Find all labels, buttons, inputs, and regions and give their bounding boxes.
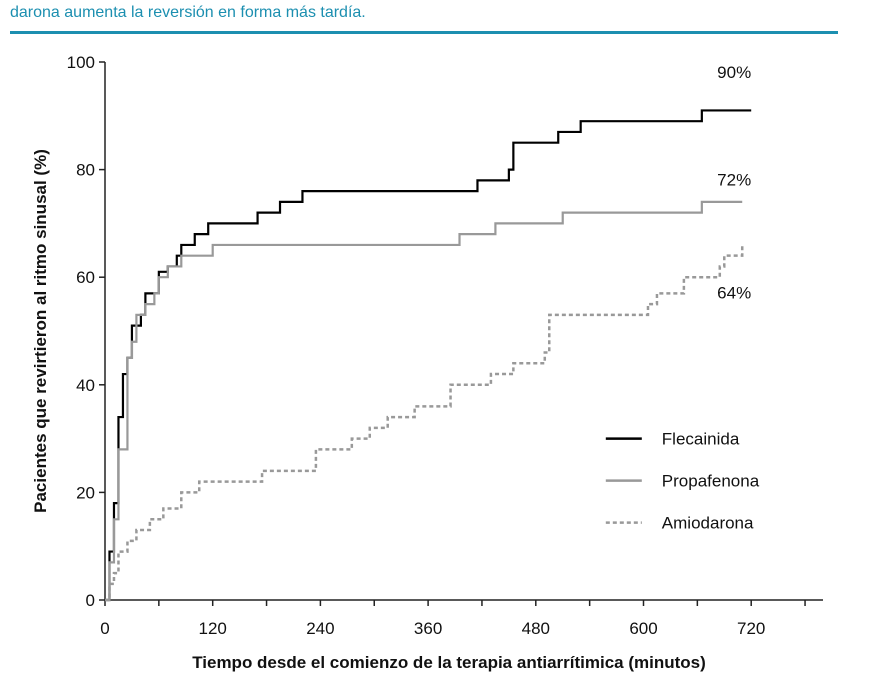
x-tick-label: 120 xyxy=(199,619,227,638)
x-tick-label: 360 xyxy=(414,619,442,638)
chart-axes: 0 20 40 60 80 100 0 120 240 360 480 600 720 Tiempo de… xyxy=(31,53,823,672)
series-line-amiodarona xyxy=(105,244,744,602)
y-tick-label: 40 xyxy=(76,376,95,395)
header-rule xyxy=(10,31,838,34)
x-tick-label: 600 xyxy=(629,619,657,638)
end-label-amiodarona: 64% xyxy=(717,284,751,303)
y-tick-label: 80 xyxy=(76,161,95,180)
end-label-flecainida: 90% xyxy=(717,63,751,82)
y-tick-label: 0 xyxy=(86,591,95,610)
chart-labels-layer: 90% 72% 64% xyxy=(717,63,751,303)
chart-series-layer xyxy=(105,109,752,602)
legend-label-amiodarona: Amiodarona xyxy=(662,514,754,533)
series-line-flecainida xyxy=(105,109,752,602)
x-axis-title: Tiempo desde el comienzo de la terapia a… xyxy=(192,653,706,672)
series-line-propafenona xyxy=(105,200,743,602)
header-text: darona aumenta la reversión en forma más… xyxy=(10,4,366,21)
end-label-propafenona: 72% xyxy=(717,171,751,190)
legend-label-flecainida: Flecainida xyxy=(662,430,740,449)
y-tick-label: 60 xyxy=(76,268,95,287)
x-tick-label: 0 xyxy=(100,619,109,638)
chart-legend: Flecainida Propafenona Amiodarona xyxy=(605,430,760,533)
y-axis-title: Pacientes que revirtieron al ritmo sinus… xyxy=(31,149,50,513)
y-tick-label: 100 xyxy=(67,53,95,72)
x-tick-label: 480 xyxy=(522,619,550,638)
x-tick-label: 720 xyxy=(737,619,765,638)
y-tick-label: 20 xyxy=(76,483,95,502)
legend-label-propafenona: Propafenona xyxy=(662,472,760,491)
x-tick-label: 240 xyxy=(306,619,334,638)
